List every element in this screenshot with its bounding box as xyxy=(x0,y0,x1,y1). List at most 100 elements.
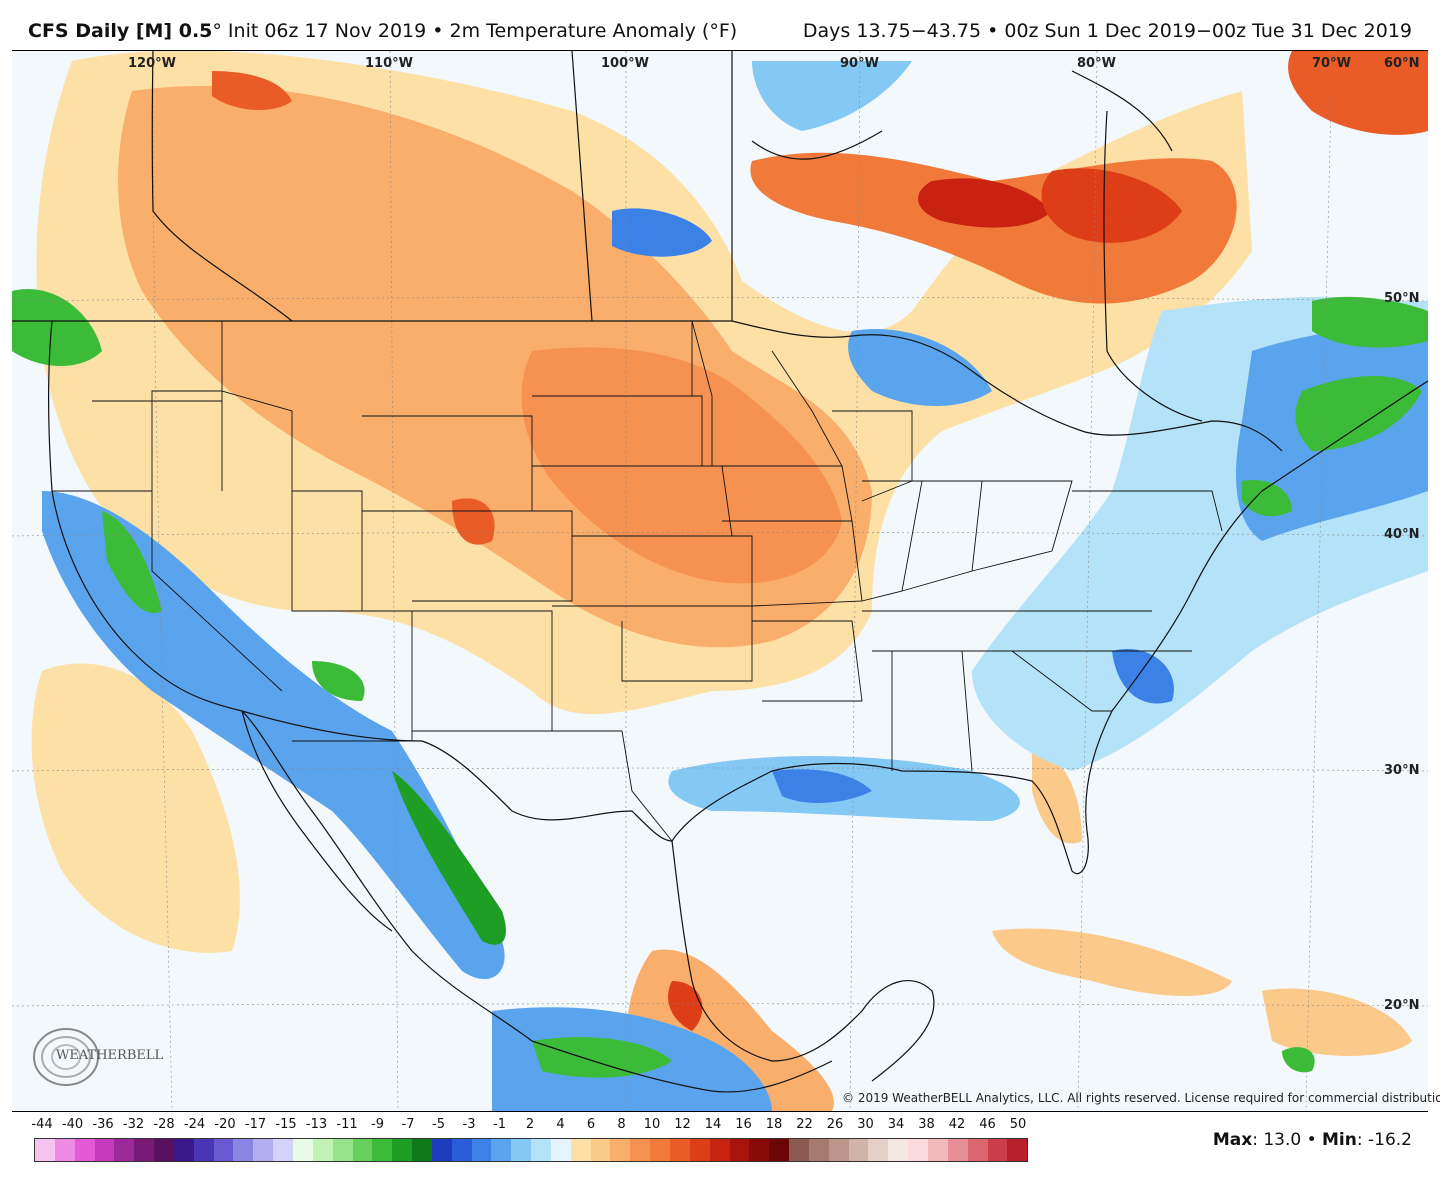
max-min-stats: Max: 13.0 • Min: -16.2 xyxy=(1213,1130,1412,1150)
lon-label-110w: 110°W xyxy=(365,56,413,71)
colorbar-swatch xyxy=(193,1139,214,1161)
colorbar-tick-label: 22 xyxy=(796,1117,813,1132)
colorbar-swatch xyxy=(868,1139,889,1161)
colorbar-swatch xyxy=(332,1139,353,1161)
state-texas xyxy=(552,730,673,842)
lon-label-80w: 80°W xyxy=(1077,56,1116,71)
lon-label-120w: 120°W xyxy=(128,56,176,71)
parallel-30n xyxy=(12,767,1428,772)
state-ca-nv xyxy=(52,490,283,692)
cold-gulf-core xyxy=(772,769,872,803)
warm-hispaniola-area xyxy=(1262,988,1412,1056)
state-arizona xyxy=(292,610,413,742)
colorbar-swatch xyxy=(729,1139,750,1161)
colorbar-swatch xyxy=(352,1139,373,1161)
parallel-20n xyxy=(12,1003,1428,1007)
colorbar-tick-label: 10 xyxy=(643,1117,661,1132)
state-borders xyxy=(52,320,1223,842)
cold-greatlakes-area xyxy=(848,329,992,406)
colorbar-tick-label: -7 xyxy=(401,1117,415,1132)
colorbar-tick-label: 18 xyxy=(765,1117,783,1132)
colorbar-swatch xyxy=(253,1139,274,1161)
colorbar-labels: -44 -40 -36 -32 -28 -24 -20 -17 -15 -13 -11 -9 -7 -5-… xyxy=(31,1117,1027,1137)
cold-sierramadre-core xyxy=(392,771,506,945)
meridian-70w xyxy=(1305,51,1333,1111)
colorbar-swatch xyxy=(511,1139,532,1161)
colorbar-swatch xyxy=(908,1139,928,1161)
warm-pacific-area xyxy=(31,663,240,953)
colorbar-tick-label: -17 xyxy=(244,1117,267,1132)
border-alberta xyxy=(151,51,293,322)
colorbar-swatch xyxy=(947,1139,968,1161)
colorbar-swatch xyxy=(689,1139,710,1161)
colorbar-swatch xyxy=(35,1139,55,1161)
colorbar-tick-label: 6 xyxy=(586,1117,596,1132)
warm-alberta-core xyxy=(212,71,292,111)
state-arkansas xyxy=(752,620,863,702)
lat-label-40n: 40°N xyxy=(1384,527,1420,542)
colorbar-swatch xyxy=(749,1139,770,1161)
colorbar-swatch xyxy=(173,1139,194,1161)
min-value: : -16.2 xyxy=(1356,1130,1412,1150)
cold-arizona-core xyxy=(312,661,365,701)
warm-hudson-core xyxy=(918,178,1052,228)
cold-hispaniola-core xyxy=(1282,1047,1315,1073)
colorbar-swatch xyxy=(312,1139,333,1161)
colorbar-swatch xyxy=(273,1139,293,1161)
colorbar-swatch xyxy=(471,1139,492,1161)
colorbar-swatch xyxy=(927,1139,948,1161)
border-saskatchewan xyxy=(571,51,593,322)
lat-label-30n: 30°N xyxy=(1384,763,1420,778)
lon-label-100w: 100°W xyxy=(601,56,649,71)
colorbar-swatch xyxy=(590,1139,611,1161)
state-wisconsin xyxy=(832,410,913,502)
colorbar-swatch xyxy=(54,1139,75,1161)
colorbar-swatch xyxy=(531,1139,551,1161)
colorbar-tick-label: -36 xyxy=(92,1117,114,1132)
colorbar-tick-label: -13 xyxy=(305,1117,328,1132)
colorbar-swatch xyxy=(372,1139,393,1161)
cold-saskatchewan-core xyxy=(612,208,712,257)
parallel-40n xyxy=(12,531,1428,537)
colorbar-tick-label: 30 xyxy=(857,1117,874,1132)
boundaries xyxy=(12,51,1428,1093)
cold-manitoba-area xyxy=(752,61,912,131)
colorbar-swatch xyxy=(570,1139,591,1161)
warm-ontario-core xyxy=(1041,168,1182,243)
parallel-50n xyxy=(12,296,1428,302)
colorbar-tick-label: -32 xyxy=(122,1117,145,1132)
lat-label-20n: 20°N xyxy=(1384,998,1420,1013)
colorbar-tick-label: 34 xyxy=(887,1117,905,1132)
warm-cuba-area xyxy=(992,928,1232,996)
colorbar-tick-label: -3 xyxy=(462,1117,476,1132)
colorbar-swatch xyxy=(789,1139,809,1161)
lat-label-60n: 60°N xyxy=(1384,56,1420,71)
colorbar-swatch xyxy=(650,1139,670,1161)
warm-mexico-core xyxy=(668,981,703,1031)
state-or-id xyxy=(151,390,223,491)
state-ohio xyxy=(971,480,1073,572)
colorbar-tick-label: 14 xyxy=(704,1117,722,1132)
colorbar xyxy=(34,1138,1028,1162)
logo-text: WEATHERBELL xyxy=(56,1048,164,1063)
state-indiana xyxy=(901,480,983,592)
colorbar-tick-label: 42 xyxy=(948,1117,966,1132)
colorbar-tick-label: 50 xyxy=(1009,1117,1027,1132)
max-value: : 13.0 • xyxy=(1252,1130,1323,1150)
state-new-mexico xyxy=(412,610,553,732)
colorbar-swatch xyxy=(808,1139,829,1161)
state-id-mt xyxy=(221,321,293,491)
lon-label-70w: 70°W xyxy=(1312,56,1351,71)
colorbar-tick-label: -40 xyxy=(61,1117,84,1132)
state-missouri xyxy=(751,520,863,607)
colorbar-tick-label: -5 xyxy=(432,1117,445,1132)
anomaly-map xyxy=(12,50,1428,1112)
cold-carolina-core xyxy=(1112,649,1174,704)
meridian-120w xyxy=(152,51,173,1111)
colorbar-tick-label: 46 xyxy=(979,1117,996,1132)
colorbar-swatch xyxy=(967,1139,988,1161)
border-greatlakes xyxy=(731,320,1283,452)
warm-anomaly-layer xyxy=(31,51,1428,1111)
colorbar-swatch xyxy=(94,1139,115,1161)
colorbar-tick-label: -11 xyxy=(336,1117,358,1132)
